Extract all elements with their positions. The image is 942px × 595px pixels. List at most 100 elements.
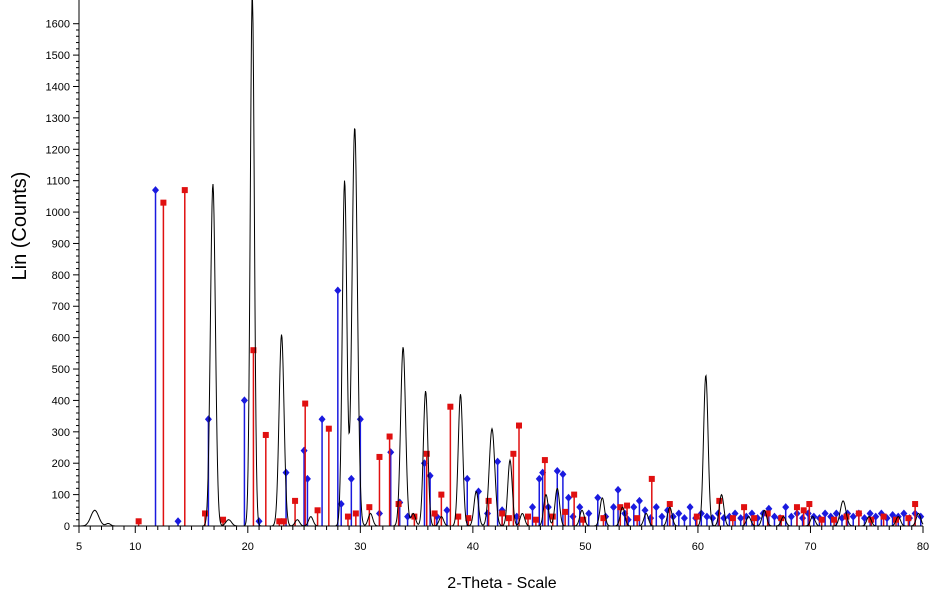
blue-reference-marker bbox=[463, 474, 471, 483]
blue-reference-marker bbox=[849, 512, 857, 521]
blue-reference-marker bbox=[686, 503, 694, 512]
y-tick-label: 100 bbox=[52, 490, 70, 502]
red-reference-marker bbox=[693, 513, 700, 520]
red-reference-marker bbox=[181, 187, 188, 194]
blue-reference-marker bbox=[630, 503, 638, 512]
red-reference-marker bbox=[741, 504, 748, 511]
red-reference-marker bbox=[160, 199, 167, 206]
y-tick-label: 0 bbox=[64, 521, 70, 533]
red-reference-marker bbox=[499, 510, 506, 517]
red-reference-marker bbox=[549, 513, 556, 520]
x-tick-label: 20 bbox=[242, 541, 254, 553]
blue-reference-marker bbox=[240, 396, 248, 405]
red-reference-marker bbox=[541, 457, 548, 464]
blue-reference-marker bbox=[799, 514, 807, 523]
blue-reference-marker bbox=[559, 470, 567, 479]
x-tick-label: 10 bbox=[129, 541, 141, 553]
red-reference-marker bbox=[580, 516, 587, 523]
x-tick-label: 80 bbox=[917, 541, 929, 553]
y-tick-label: 500 bbox=[52, 364, 70, 376]
blue-reference-marker bbox=[204, 415, 212, 424]
x-axis: 5 10 20 30 40 50 60 70 80 bbox=[76, 525, 929, 553]
red-reference-marker bbox=[386, 433, 393, 440]
y-tick-label: 400 bbox=[52, 395, 70, 407]
blue-reference-marker bbox=[635, 496, 643, 505]
red-reference-marker bbox=[376, 453, 383, 460]
blue-reference-marker bbox=[576, 503, 584, 512]
red-reference-marker bbox=[344, 513, 351, 520]
y-axis-title: Lin (Counts) bbox=[9, 172, 31, 281]
red-reference-marker bbox=[220, 516, 227, 523]
y-tick-label: 900 bbox=[52, 238, 70, 250]
blue-reference-marker bbox=[709, 514, 717, 523]
blue-reference-marker bbox=[770, 512, 778, 521]
reference-pattern-blue bbox=[152, 186, 925, 526]
red-reference-marker bbox=[800, 507, 807, 514]
red-reference-marker bbox=[250, 347, 257, 354]
red-reference-marker bbox=[276, 518, 283, 525]
reference-pattern-red bbox=[135, 187, 919, 526]
red-reference-marker bbox=[431, 510, 438, 517]
blue-reference-marker bbox=[255, 517, 263, 526]
red-reference-marker bbox=[751, 515, 758, 522]
red-reference-marker bbox=[465, 515, 472, 522]
blue-reference-marker bbox=[174, 517, 182, 526]
y-tick-label: 1500 bbox=[46, 50, 70, 62]
x-tick-label: 40 bbox=[467, 541, 479, 553]
red-reference-marker bbox=[135, 518, 142, 525]
red-reference-marker bbox=[455, 513, 462, 520]
blue-reference-marker bbox=[652, 503, 660, 512]
blue-reference-marker bbox=[821, 509, 829, 518]
blue-reference-marker bbox=[535, 474, 543, 483]
blue-reference-marker bbox=[334, 286, 342, 295]
red-reference-marker bbox=[525, 513, 532, 520]
y-tick-label: 1200 bbox=[46, 144, 70, 156]
red-reference-marker bbox=[571, 491, 578, 498]
blue-reference-marker bbox=[810, 512, 818, 521]
red-reference-marker bbox=[648, 475, 655, 482]
red-reference-marker bbox=[302, 400, 309, 407]
red-reference-marker bbox=[447, 403, 454, 410]
red-reference-marker bbox=[505, 515, 512, 522]
blue-reference-marker bbox=[483, 509, 491, 518]
blue-reference-marker bbox=[494, 457, 502, 466]
red-reference-marker bbox=[352, 510, 359, 517]
x-tick-label: 50 bbox=[579, 541, 591, 553]
red-reference-marker bbox=[438, 491, 445, 498]
red-reference-marker bbox=[716, 497, 723, 504]
red-reference-marker bbox=[485, 497, 492, 504]
y-tick-label: 1100 bbox=[46, 176, 70, 188]
red-reference-marker bbox=[634, 515, 641, 522]
y-tick-label: 800 bbox=[52, 270, 70, 282]
blue-reference-marker bbox=[614, 485, 622, 494]
blue-reference-marker bbox=[782, 503, 790, 512]
y-axis: 0 100 200 300 400 500 600 700 800 900 1000 1100 1200… bbox=[46, 0, 80, 533]
red-reference-marker bbox=[395, 501, 402, 508]
blue-reference-marker bbox=[787, 512, 795, 521]
red-reference-marker bbox=[411, 513, 418, 520]
red-reference-marker bbox=[806, 501, 813, 508]
y-tick-label: 1600 bbox=[46, 19, 70, 31]
red-reference-marker bbox=[516, 422, 523, 429]
red-reference-marker bbox=[778, 515, 785, 522]
red-reference-marker bbox=[666, 501, 673, 508]
blue-reference-marker bbox=[426, 471, 434, 480]
blue-reference-marker bbox=[585, 509, 593, 518]
blue-reference-marker bbox=[860, 514, 868, 523]
measured-pattern-line bbox=[79, 0, 924, 527]
red-reference-marker bbox=[818, 516, 825, 523]
blue-reference-marker bbox=[703, 512, 711, 521]
blue-reference-marker bbox=[318, 415, 326, 424]
blue-reference-marker bbox=[387, 448, 395, 457]
red-reference-marker bbox=[280, 518, 287, 525]
blue-reference-marker bbox=[569, 512, 577, 521]
red-reference-marker bbox=[624, 502, 631, 509]
red-reference-marker bbox=[292, 497, 299, 504]
red-reference-marker bbox=[912, 501, 919, 508]
red-reference-marker bbox=[793, 504, 800, 511]
red-reference-marker bbox=[843, 513, 850, 520]
x-tick-label: 30 bbox=[354, 541, 366, 553]
red-reference-marker bbox=[532, 516, 539, 523]
blue-reference-marker bbox=[300, 446, 308, 455]
